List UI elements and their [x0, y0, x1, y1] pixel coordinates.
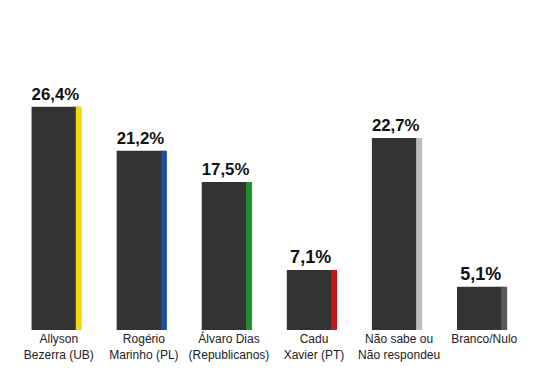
svg-text:17,5%: 17,5%	[202, 160, 250, 179]
svg-text:AllysonBezerra (UB): AllysonBezerra (UB)	[24, 332, 94, 362]
svg-text:CaduXavier (PT): CaduXavier (PT)	[284, 332, 345, 362]
svg-text:22,7%: 22,7%	[372, 116, 420, 135]
svg-text:21,2%: 21,2%	[117, 129, 165, 148]
svg-text:Álvaro Dias(Republicanos): Álvaro Dias(Republicanos)	[189, 331, 270, 362]
svg-text:26,4%: 26,4%	[32, 85, 80, 104]
svg-text:RogérioMarinho (PL): RogérioMarinho (PL)	[109, 332, 178, 362]
svg-text:5,1%: 5,1%	[460, 264, 501, 284]
svg-text:Branco/Nulo: Branco/Nulo	[451, 332, 517, 346]
svg-text:7,1%: 7,1%	[290, 247, 331, 267]
svg-text:Não sabe ouNão respondeu: Não sabe ouNão respondeu	[358, 332, 440, 362]
